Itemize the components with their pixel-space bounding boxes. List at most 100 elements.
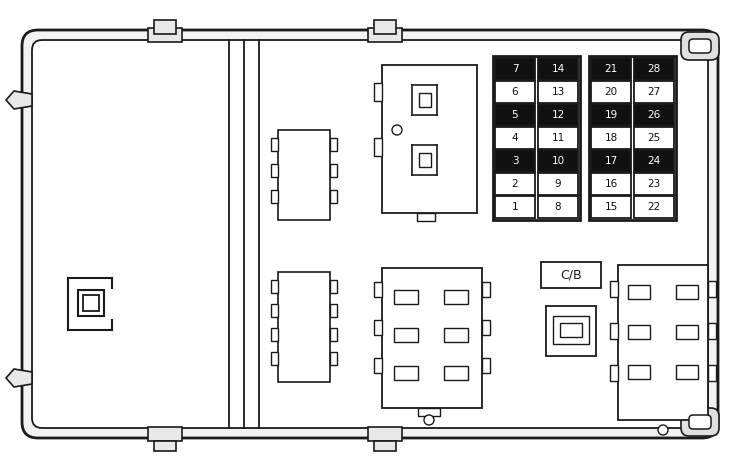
Text: 11: 11 [551, 133, 565, 143]
FancyBboxPatch shape [689, 39, 711, 53]
Bar [495, 58, 535, 80]
Bar [330, 138, 337, 151]
FancyBboxPatch shape [681, 32, 719, 60]
Bar [676, 365, 698, 379]
Bar [271, 190, 278, 203]
Bar [628, 285, 650, 299]
FancyBboxPatch shape [22, 30, 718, 438]
Text: 5: 5 [512, 110, 518, 120]
Bar [538, 196, 578, 218]
Text: 28: 28 [648, 64, 661, 74]
Text: 7: 7 [512, 64, 518, 74]
Bar [482, 320, 490, 335]
Text: 24: 24 [648, 156, 661, 166]
Bar [495, 127, 535, 149]
Text: 15: 15 [604, 202, 618, 212]
Bar [374, 20, 396, 34]
Bar [394, 290, 418, 304]
Bar [419, 153, 431, 167]
Bar [368, 28, 402, 42]
Text: 17: 17 [604, 156, 618, 166]
Bar [634, 58, 674, 80]
Text: 3: 3 [512, 156, 518, 166]
Bar [382, 268, 482, 408]
Bar [374, 320, 382, 335]
Bar [708, 323, 716, 339]
Bar [591, 173, 631, 195]
Circle shape [392, 125, 402, 135]
Bar [482, 282, 490, 297]
Bar [591, 58, 631, 80]
Text: 25: 25 [648, 133, 661, 143]
Text: 1: 1 [512, 202, 518, 212]
Bar [708, 281, 716, 297]
Bar [374, 282, 382, 297]
Bar [591, 150, 631, 172]
Bar [330, 352, 337, 365]
Bar [628, 325, 650, 339]
Bar [708, 365, 716, 381]
Text: 19: 19 [604, 110, 618, 120]
Bar [374, 441, 396, 451]
Bar [591, 127, 631, 149]
Bar [271, 280, 278, 293]
Bar [271, 304, 278, 317]
Bar [495, 196, 535, 218]
Bar [634, 81, 674, 103]
Bar [538, 58, 578, 80]
Text: 2: 2 [512, 179, 518, 189]
Bar [538, 127, 578, 149]
Bar [154, 441, 176, 451]
Text: 12: 12 [551, 110, 565, 120]
Circle shape [658, 425, 668, 435]
Bar [418, 408, 440, 416]
Bar [628, 365, 650, 379]
Bar [676, 285, 698, 299]
Bar [634, 104, 674, 126]
Bar [634, 173, 674, 195]
Bar [444, 290, 468, 304]
Bar [374, 358, 382, 373]
Text: 13: 13 [551, 87, 565, 97]
Bar [610, 281, 618, 297]
Bar [634, 150, 674, 172]
Bar [495, 150, 535, 172]
Bar [495, 104, 535, 126]
Text: 21: 21 [604, 64, 618, 74]
Bar [278, 272, 330, 382]
Text: 6: 6 [512, 87, 518, 97]
Text: 22: 22 [648, 202, 661, 212]
Bar [394, 366, 418, 380]
Text: 26: 26 [648, 110, 661, 120]
Bar [271, 164, 278, 177]
Bar [148, 427, 182, 441]
Bar [538, 173, 578, 195]
Bar [546, 306, 596, 356]
Bar [154, 20, 176, 34]
Bar [271, 328, 278, 341]
Polygon shape [6, 369, 32, 387]
Bar [591, 104, 631, 126]
Bar [330, 328, 337, 341]
Bar [538, 150, 578, 172]
Bar [444, 328, 468, 342]
Bar [374, 83, 382, 101]
Bar [382, 65, 477, 213]
Bar [330, 164, 337, 177]
Bar [278, 130, 330, 220]
Bar [271, 138, 278, 151]
Bar [495, 173, 535, 195]
Bar [444, 366, 468, 380]
Bar [148, 28, 182, 42]
Polygon shape [6, 91, 32, 109]
Bar [417, 213, 435, 221]
Bar [618, 265, 708, 420]
Bar [271, 352, 278, 365]
Bar [591, 81, 631, 103]
Text: 10: 10 [551, 156, 565, 166]
Bar [495, 81, 535, 103]
Bar [560, 323, 582, 337]
Text: C/B: C/B [560, 268, 582, 281]
Bar [591, 196, 631, 218]
FancyBboxPatch shape [32, 40, 708, 428]
